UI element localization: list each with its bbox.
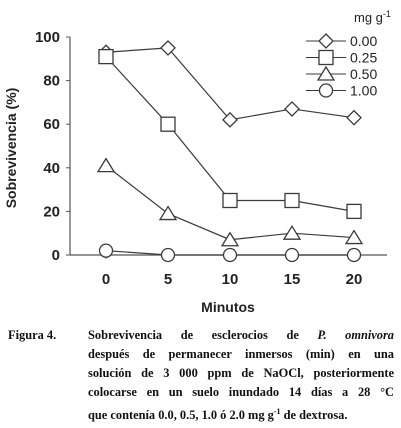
data-point-square	[160, 116, 176, 132]
y-tick-label: 80	[43, 73, 60, 90]
data-point-circle	[284, 247, 300, 263]
series-square	[98, 48, 362, 220]
caption-line-4: colocarse en un suelo inundado 14 días a…	[88, 385, 394, 399]
x-tick-label: 5	[164, 271, 172, 288]
data-point-diamond	[160, 39, 176, 56]
y-tick-label: 0	[52, 247, 60, 264]
data-point-circle	[160, 247, 176, 263]
legend-marker-square	[318, 49, 334, 66]
y-tick-label: 100	[35, 29, 60, 46]
species-name: P. omnivora	[317, 328, 395, 342]
axes: 0 20 40 60 80 100 0 5 10 15 20	[35, 29, 387, 288]
legend-label: 0.25	[350, 50, 377, 66]
series-circle	[98, 243, 362, 263]
y-tick-label: 60	[43, 116, 60, 133]
data-point-circle	[222, 247, 238, 263]
data-point-triangle	[158, 205, 178, 221]
y-tick-label: 40	[43, 160, 60, 177]
y-tick-label: 20	[43, 203, 60, 220]
caption-line-5: que contenía 0.0, 0.5, 1.0 ó 2.0 mg g-1 …	[88, 407, 348, 423]
data-point-circle	[98, 243, 114, 258]
data-point-triangle	[96, 157, 116, 173]
caption-line-2: después de permanecer inmersos (min) en …	[88, 347, 394, 361]
data-point-diamond	[284, 101, 300, 117]
survival-chart: 0 20 40 60 80 100 0 5 10 15 20 mg g-1 0.000.250.50…	[3, 9, 391, 315]
x-tick-label: 15	[284, 271, 301, 288]
legend-marker-diamond	[318, 33, 334, 49]
data-point-triangle	[220, 231, 240, 247]
caption-line-3: solución de 3 000 ppm de NaOCl, posterio…	[88, 366, 394, 380]
data-point-triangle	[344, 229, 364, 245]
series-line	[105, 47, 355, 121]
x-tick-label: 0	[102, 271, 110, 288]
data-point-diamond	[222, 111, 238, 128]
data-point-square	[98, 48, 114, 65]
legend-title: mg g-1	[354, 9, 391, 25]
legend-label: 0.50	[350, 66, 377, 82]
legend: mg g-1 0.000.250.501.00	[306, 9, 391, 99]
x-tick-label: 20	[346, 271, 363, 288]
series-triangle	[96, 157, 364, 247]
x-tick-label: 10	[222, 271, 239, 288]
data-point-circle	[346, 247, 362, 263]
legend-label: 0.00	[350, 33, 377, 49]
series-line	[105, 56, 355, 212]
caption-text: Sobrevivencia de esclerocios de P. omniv…	[88, 326, 394, 425]
data-point-diamond	[346, 109, 362, 126]
series-layer	[96, 39, 364, 263]
data-point-square	[284, 192, 300, 209]
legend-marker-circle	[318, 83, 334, 98]
data-point-square	[346, 203, 362, 220]
x-axis-title: Minutos	[201, 299, 255, 315]
legend-marker-triangle	[316, 65, 336, 81]
y-axis-title: Sobrevivencia (%)	[3, 88, 19, 209]
caption-label: Figura 4.	[8, 328, 57, 342]
caption-line-1: Sobrevivencia de esclerocios de P. omniv…	[88, 328, 395, 342]
series-diamond	[98, 39, 362, 128]
data-point-square	[222, 192, 238, 209]
legend-label: 1.00	[350, 83, 377, 99]
data-point-triangle	[282, 224, 302, 240]
